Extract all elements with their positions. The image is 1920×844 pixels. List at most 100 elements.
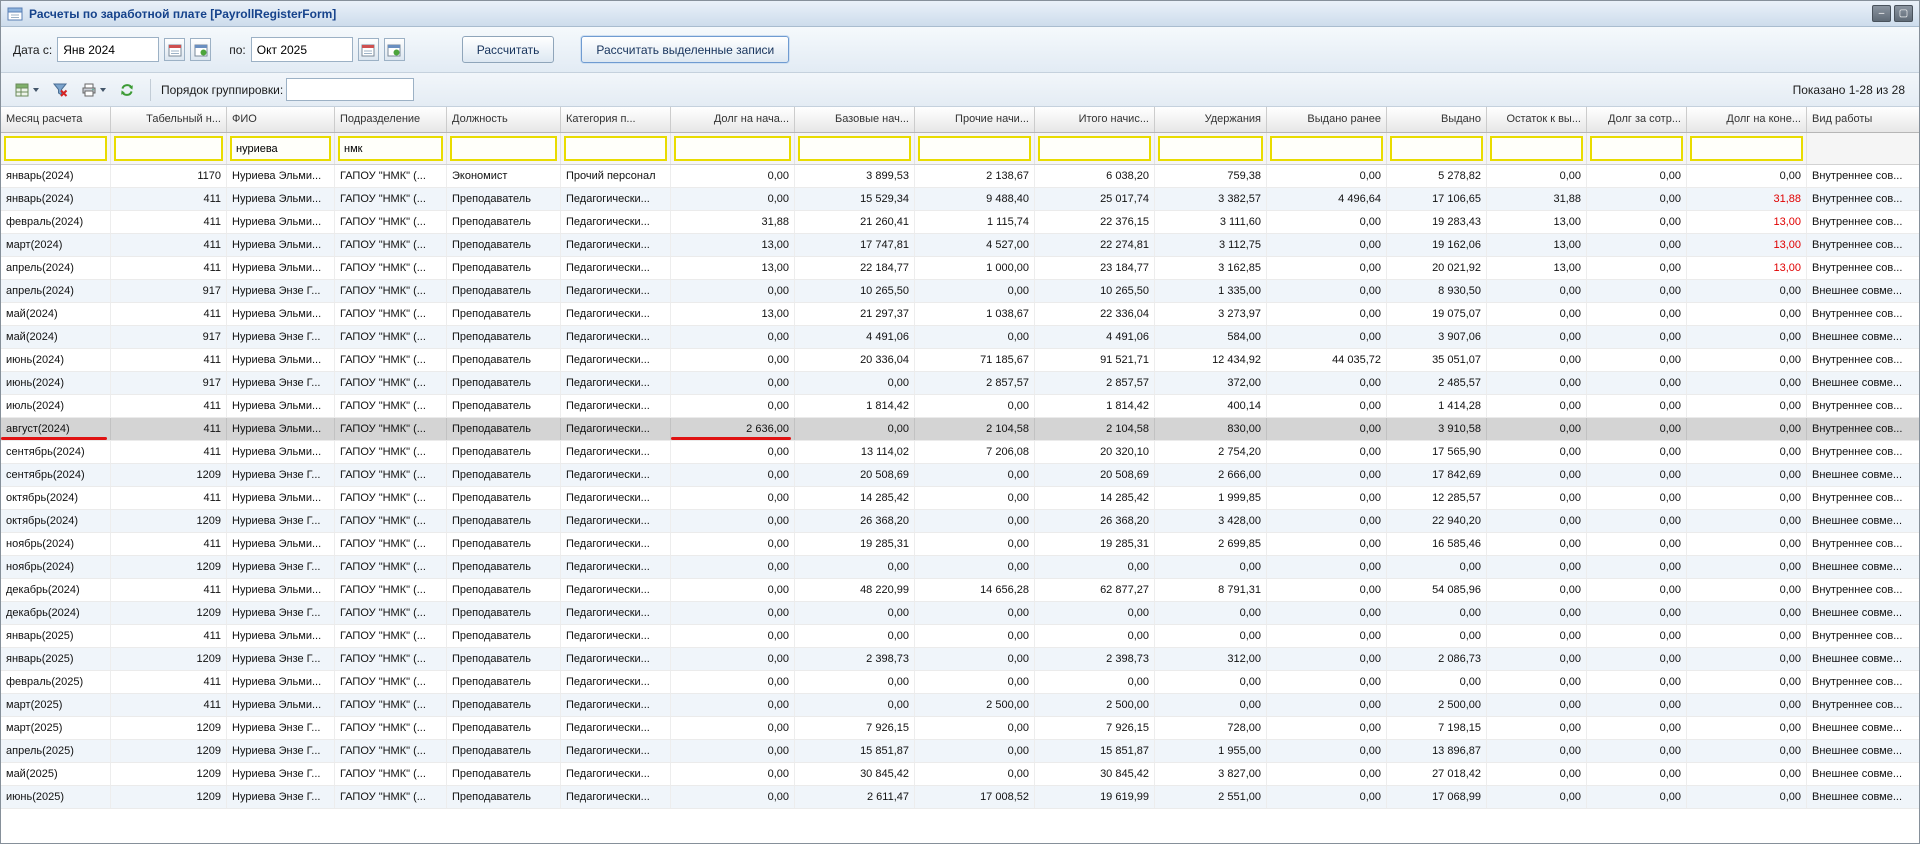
calculate-button[interactable]: Рассчитать — [461, 36, 555, 63]
column-header[interactable]: Подразделение — [335, 107, 447, 132]
table-cell: 4 496,64 — [1267, 188, 1387, 210]
date-to-input[interactable] — [250, 37, 353, 62]
table-row[interactable]: июль(2024) 411 Нуриева Эльми... ГАПОУ "НМК"… — [1, 395, 1919, 418]
table-cell: 0,00 — [1155, 556, 1267, 578]
table-cell: Преподаватель — [447, 349, 561, 371]
table-cell: Внутреннее сов... — [1807, 694, 1919, 716]
filter-input[interactable] — [1690, 136, 1803, 161]
table-cell: Педагогически... — [561, 579, 671, 601]
table-row[interactable]: март(2025) 411 Нуриева Эльми... ГАПОУ "НМК"… — [1, 694, 1919, 717]
table-row[interactable]: декабрь(2024) 1209 Нуриева Энзе Г... ГАПОУ … — [1, 602, 1919, 625]
column-header[interactable]: Табельный н... — [111, 107, 227, 132]
table-row[interactable]: июнь(2024) 411 Нуриева Эльми... ГАПОУ "НМК"… — [1, 349, 1919, 372]
date-from-input[interactable] — [57, 37, 160, 62]
column-header[interactable]: Долг за сотр... — [1587, 107, 1687, 132]
table-row[interactable]: январь(2025) 1209 Нуриева Энзе Г... ГАПОУ "… — [1, 648, 1919, 671]
table-row[interactable]: октябрь(2024) 411 Нуриева Эльми... ГАПОУ "Н… — [1, 487, 1919, 510]
table-row[interactable]: март(2024) 411 Нуриева Эльми... ГАПОУ "НМК"… — [1, 234, 1919, 257]
column-header[interactable]: ФИО — [227, 107, 335, 132]
table-row[interactable]: октябрь(2024) 1209 Нуриева Энзе Г... ГАПОУ … — [1, 510, 1919, 533]
date-to-picker-button[interactable] — [383, 38, 405, 61]
table-cell: 5 278,82 — [1387, 165, 1487, 187]
column-header[interactable]: Долг на нача... — [671, 107, 795, 132]
filter-input[interactable] — [1590, 136, 1683, 161]
table-cell: Нуриева Эльми... — [227, 579, 335, 601]
print-menu-button[interactable] — [76, 77, 111, 102]
table-cell: 4 491,06 — [795, 326, 915, 348]
date-from-calendar-button[interactable] — [164, 38, 186, 61]
table-row[interactable]: май(2024) 917 Нуриева Энзе Г... ГАПОУ "НМК"… — [1, 326, 1919, 349]
filter-cell — [227, 133, 335, 164]
table-row[interactable]: февраль(2025) 411 Нуриева Эльми... ГАПОУ "Н… — [1, 671, 1919, 694]
table-row[interactable]: апрель(2024) 917 Нуриева Энзе Г... ГАПОУ "Н… — [1, 280, 1919, 303]
clear-filter-button[interactable] — [47, 77, 73, 102]
filter-input[interactable] — [1158, 136, 1263, 161]
minimize-button[interactable]: – — [1872, 5, 1891, 22]
table-cell: 411 — [111, 533, 227, 555]
date-to-calendar-button[interactable] — [357, 38, 379, 61]
refresh-button[interactable] — [114, 77, 140, 102]
column-header[interactable]: Удержания — [1155, 107, 1267, 132]
column-header[interactable]: Вид работы — [1807, 107, 1919, 132]
table-row[interactable]: январь(2024) 411 Нуриева Эльми... ГАПОУ "НМ… — [1, 188, 1919, 211]
filter-input[interactable] — [230, 136, 331, 161]
filter-input[interactable] — [798, 136, 911, 161]
table-row[interactable]: август(2024) 411 Нуриева Эльми... ГАПОУ "НМ… — [1, 418, 1919, 441]
table-cell: 0,00 — [1687, 395, 1807, 417]
table-cell: Преподаватель — [447, 418, 561, 440]
column-header[interactable]: Должность — [447, 107, 561, 132]
filter-input[interactable] — [4, 136, 107, 161]
table-row[interactable]: сентябрь(2024) 411 Нуриева Эльми... ГАПОУ "… — [1, 441, 1919, 464]
date-from-picker-button[interactable] — [190, 38, 212, 61]
filter-input[interactable] — [918, 136, 1031, 161]
column-header[interactable]: Выдано ранее — [1267, 107, 1387, 132]
filter-input[interactable] — [114, 136, 223, 161]
table-row[interactable]: май(2025) 1209 Нуриева Энзе Г... ГАПОУ "НМК… — [1, 763, 1919, 786]
table-cell: 0,00 — [1587, 395, 1687, 417]
table-row[interactable]: январь(2025) 411 Нуриева Эльми... ГАПОУ "НМ… — [1, 625, 1919, 648]
filter-input[interactable] — [1490, 136, 1583, 161]
column-header[interactable]: Категория п... — [561, 107, 671, 132]
column-header[interactable]: Долг на коне... — [1687, 107, 1807, 132]
table-cell: Педагогически... — [561, 441, 671, 463]
table-row[interactable]: апрель(2024) 411 Нуриева Эльми... ГАПОУ "НМ… — [1, 257, 1919, 280]
form-icon — [7, 6, 23, 22]
table-cell: 7 926,15 — [795, 717, 915, 739]
filter-cell — [1155, 133, 1267, 164]
column-header[interactable]: Прочие начи... — [915, 107, 1035, 132]
filter-input[interactable] — [674, 136, 791, 161]
filter-input[interactable] — [1038, 136, 1151, 161]
table-row[interactable]: ноябрь(2024) 1209 Нуриева Энзе Г... ГАПОУ "… — [1, 556, 1919, 579]
filter-input[interactable] — [1270, 136, 1383, 161]
calculate-selected-button[interactable]: Рассчитать выделенные записи — [581, 36, 790, 63]
filter-input[interactable] — [338, 136, 443, 161]
table-row[interactable]: июнь(2024) 917 Нуриева Энзе Г... ГАПОУ "НМК… — [1, 372, 1919, 395]
column-header[interactable]: Базовые нач... — [795, 107, 915, 132]
table-cell: Нуриева Энзе Г... — [227, 326, 335, 348]
column-header[interactable]: Месяц расчета — [1, 107, 111, 132]
table-cell: Внутреннее сов... — [1807, 487, 1919, 509]
table-row[interactable]: ноябрь(2024) 411 Нуриева Эльми... ГАПОУ "НМ… — [1, 533, 1919, 556]
table-row[interactable]: июнь(2025) 1209 Нуриева Энзе Г... ГАПОУ "НМ… — [1, 786, 1919, 809]
table-cell: июль(2024) — [1, 395, 111, 417]
filter-input[interactable] — [1390, 136, 1483, 161]
table-row[interactable]: май(2024) 411 Нуриева Эльми... ГАПОУ "НМК" … — [1, 303, 1919, 326]
table-row[interactable]: сентябрь(2024) 1209 Нуриева Энзе Г... ГАПОУ… — [1, 464, 1919, 487]
export-menu-button[interactable] — [9, 77, 44, 102]
filter-input[interactable] — [564, 136, 667, 161]
filter-input[interactable] — [450, 136, 557, 161]
table-row[interactable]: декабрь(2024) 411 Нуриева Эльми... ГАПОУ "Н… — [1, 579, 1919, 602]
column-header[interactable]: Итого начис... — [1035, 107, 1155, 132]
column-header[interactable]: Остаток к вы... — [1487, 107, 1587, 132]
table-cell: 0,00 — [1687, 602, 1807, 624]
table-row[interactable]: апрель(2025) 1209 Нуриева Энзе Г... ГАПОУ "… — [1, 740, 1919, 763]
table-row[interactable]: февраль(2024) 411 Нуриева Эльми... ГАПОУ "Н… — [1, 211, 1919, 234]
table-cell: 0,00 — [1587, 188, 1687, 210]
grouping-input[interactable] — [286, 78, 415, 101]
table-cell: 7 926,15 — [1035, 717, 1155, 739]
table-row[interactable]: март(2025) 1209 Нуриева Энзе Г... ГАПОУ "НМ… — [1, 717, 1919, 740]
table-row[interactable]: январь(2024) 1170 Нуриева Эльми... ГАПОУ "Н… — [1, 165, 1919, 188]
table-cell: Внутреннее сов... — [1807, 395, 1919, 417]
maximize-button[interactable]: ▢ — [1894, 5, 1913, 22]
column-header[interactable]: Выдано — [1387, 107, 1487, 132]
